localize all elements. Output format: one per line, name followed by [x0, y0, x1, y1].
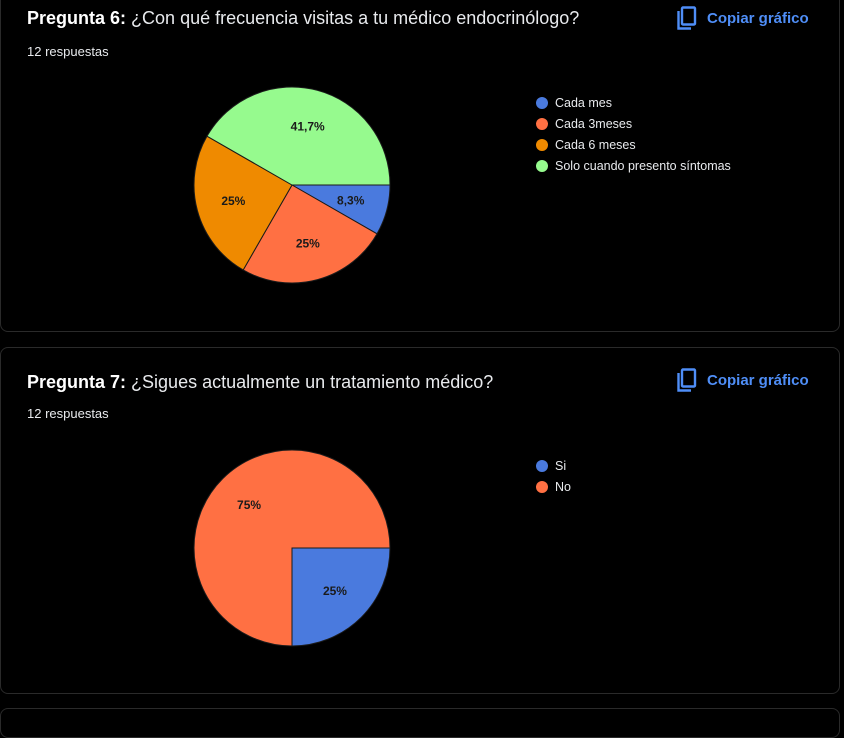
copy-chart-button[interactable]: Copiar gráfico: [677, 368, 809, 392]
legend-label: No: [555, 479, 571, 494]
legend-label: Cada mes: [555, 95, 612, 110]
copy-chart-label: Copiar gráfico: [707, 371, 809, 389]
legend-item-0: Cada mes: [536, 92, 731, 113]
legend-item-1: Cada 3meses: [536, 113, 731, 134]
pie-slice-0: [291, 547, 391, 647]
question-card-7: Pregunta 7: ¿Sigues actualmente un trata…: [0, 347, 840, 694]
slice-label-1: 75%: [237, 498, 261, 512]
slice-label-3: 41,7%: [291, 119, 325, 133]
legend-item-1: No: [536, 476, 571, 497]
pie-slice-3: [206, 86, 391, 186]
chart-legend: Si No: [536, 455, 571, 497]
question-number: Pregunta 6:: [27, 8, 127, 28]
legend-swatch: [536, 117, 548, 130]
pie-slice-1: [242, 184, 378, 284]
pie-slice-2: [193, 135, 293, 271]
question-card-6: Pregunta 6: ¿Con qué frecuencia visitas …: [0, 0, 840, 332]
legend-swatch: [536, 96, 548, 109]
slice-label-1: 25%: [296, 237, 320, 251]
slice-label-2: 25%: [221, 194, 245, 208]
copy-chart-label: Copiar gráfico: [707, 9, 809, 27]
chart-title: Pregunta 6: ¿Con qué frecuencia visitas …: [27, 8, 579, 29]
slice-label-0: 8,3%: [337, 194, 365, 208]
legend-label: Cada 6 meses: [555, 137, 636, 152]
legend-label: Solo cuando presento síntomas: [555, 158, 731, 173]
legend-label: Si: [555, 458, 567, 473]
legend-swatch: [536, 159, 548, 172]
question-number: Pregunta 7:: [27, 372, 127, 392]
copy-chart-button[interactable]: Copiar gráfico: [677, 6, 809, 30]
response-count: 12 respuestas: [27, 44, 109, 59]
copy-icon: [677, 368, 697, 392]
slice-label-0: 25%: [323, 584, 347, 598]
legend-label: Cada 3meses: [555, 116, 633, 131]
legend-item-2: Cada 6 meses: [536, 134, 731, 155]
question-card-next: [0, 708, 840, 738]
legend-swatch: [536, 459, 548, 472]
question-text: ¿Con qué frecuencia visitas a tu médico …: [131, 8, 580, 28]
pie-chart: 8,3% 25% 25% 41,7%: [193, 86, 391, 284]
legend-item-3: Solo cuando presento síntomas: [536, 155, 731, 176]
question-text: ¿Sigues actualmente un tratamiento médic…: [131, 372, 494, 392]
chart-legend: Cada mes Cada 3meses Cada 6 meses Solo cuan…: [536, 92, 731, 176]
pie-chart: 25% 75%: [193, 449, 391, 647]
pie-slice-1: [193, 449, 391, 647]
legend-swatch: [536, 480, 548, 493]
copy-icon: [677, 6, 697, 30]
response-count: 12 respuestas: [27, 406, 109, 421]
legend-swatch: [536, 138, 548, 151]
chart-title: Pregunta 7: ¿Sigues actualmente un trata…: [27, 372, 493, 393]
legend-item-0: Si: [536, 455, 571, 476]
